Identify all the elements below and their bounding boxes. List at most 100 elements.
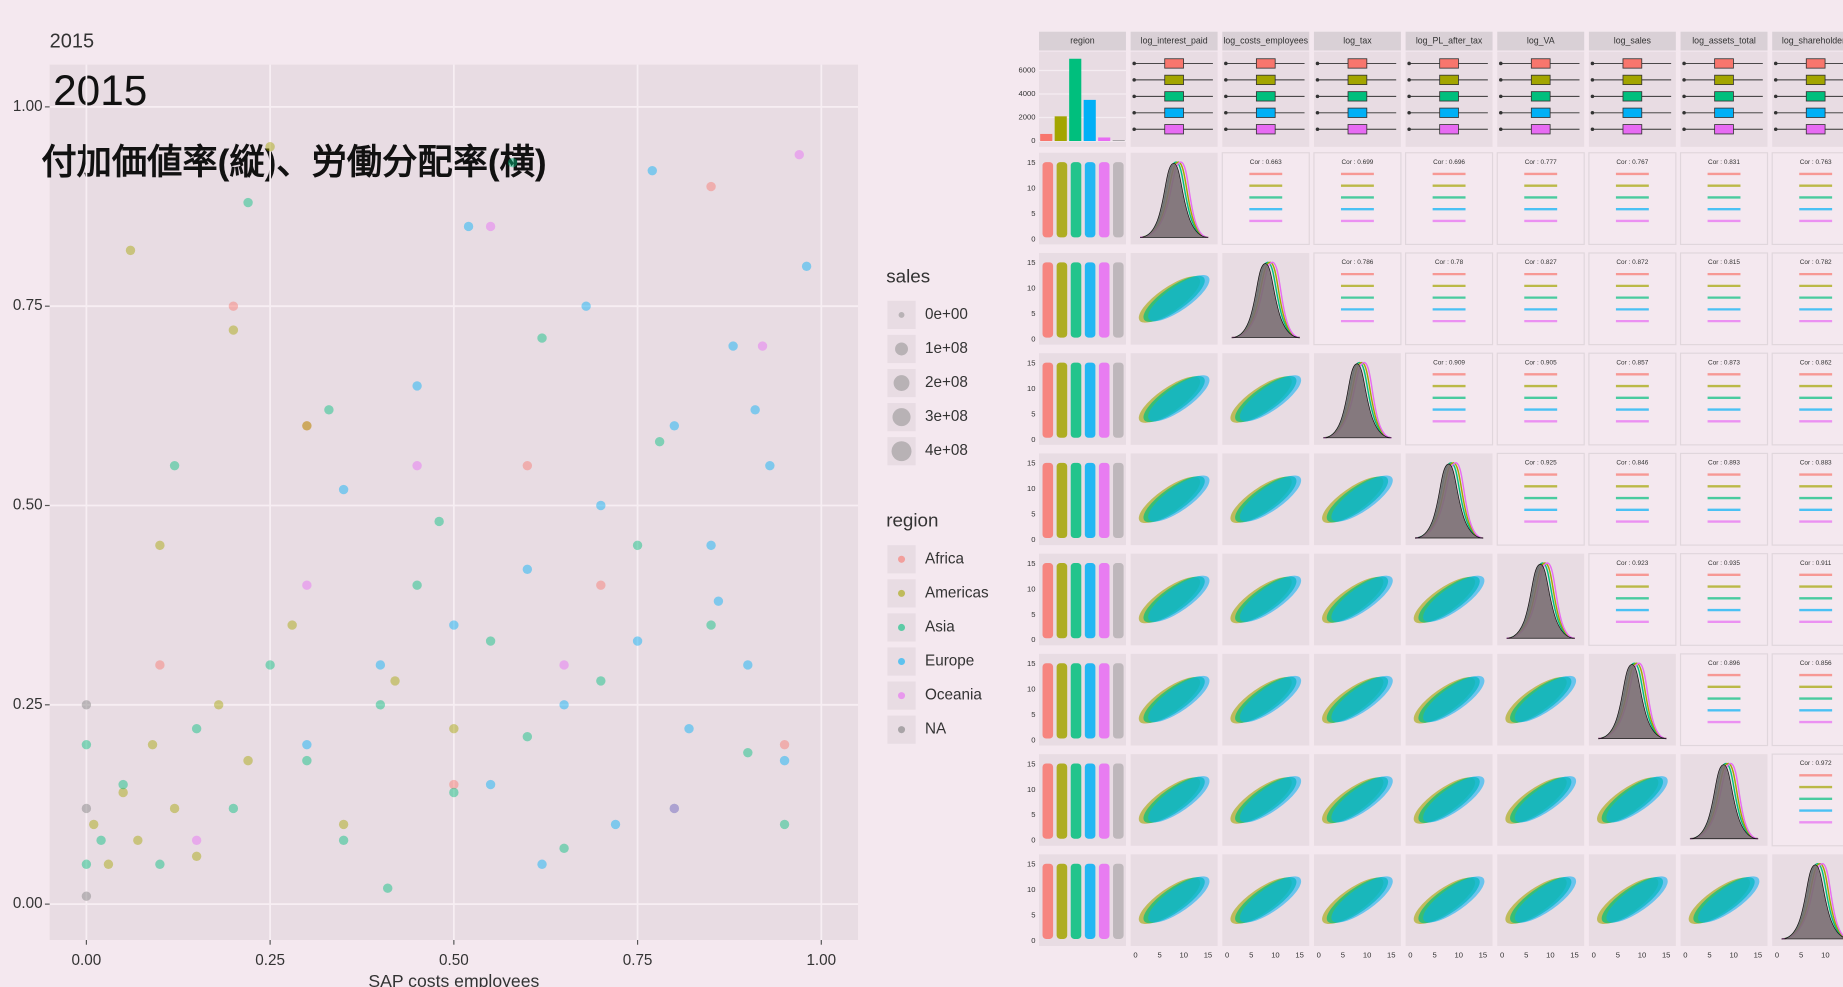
point: [103, 859, 114, 869]
bar: [1054, 116, 1067, 141]
point: [779, 755, 790, 766]
density: [1323, 363, 1392, 439]
y-tick-label: 0: [1031, 836, 1035, 845]
y-tick-label: 1.00: [13, 98, 43, 115]
point: [537, 859, 547, 869]
legend-label: 2e+08: [925, 374, 968, 391]
cell: [1039, 453, 1126, 546]
y-tick-label: 0: [1031, 936, 1035, 945]
correlation: Cor : 0.815: [1708, 259, 1740, 266]
legend-label: 0e+00: [925, 306, 968, 323]
scatter-cloud: [1239, 375, 1302, 422]
correlation: Cor : 0.827: [1525, 259, 1557, 266]
point: [265, 142, 275, 152]
point: [581, 301, 591, 311]
point: [412, 381, 422, 391]
outliers: [1682, 111, 1686, 115]
point: [324, 405, 334, 415]
point: [243, 197, 253, 208]
x-tick-label: 5: [1707, 950, 1711, 959]
x-tick-label: 0: [1225, 950, 1229, 959]
point: [228, 325, 239, 335]
strip-points: [1084, 462, 1096, 539]
strip-points: [1070, 262, 1082, 338]
point: [654, 437, 665, 447]
outliers: [1773, 78, 1778, 82]
point: [434, 516, 444, 527]
point: [191, 835, 202, 846]
x-tick-label: 0.75: [623, 952, 653, 969]
strip-points: [1042, 563, 1054, 639]
scatter-cloud: [1331, 675, 1393, 723]
strip-points: [1070, 563, 1082, 639]
point: [155, 540, 165, 551]
bar: [1040, 133, 1053, 141]
strip-points: [1113, 362, 1124, 438]
outliers: [1132, 127, 1136, 132]
point: [287, 620, 297, 630]
x-axis-label: SAP costs employees: [368, 971, 539, 987]
correlation: Cor : 0.767: [1616, 159, 1648, 166]
point: [375, 700, 386, 710]
point: [559, 700, 569, 710]
box: [1805, 58, 1826, 69]
outliers: [1132, 111, 1136, 115]
point: [596, 580, 606, 590]
outliers: [1682, 94, 1686, 99]
box: [1530, 58, 1551, 69]
point: [155, 660, 165, 670]
outliers: [1315, 111, 1320, 115]
density: [1140, 162, 1209, 238]
point: [713, 596, 724, 606]
correlation: Cor : 0.846: [1616, 460, 1648, 467]
box: [1347, 124, 1368, 135]
point: [463, 221, 474, 232]
outliers: [1224, 111, 1228, 115]
strip-points: [1084, 563, 1096, 639]
strip: [1497, 31, 1585, 51]
cell: [1496, 352, 1585, 446]
y-tick-label: 0: [1031, 234, 1035, 243]
outliers: [1773, 111, 1778, 115]
point: [669, 421, 680, 431]
y-tick-label: 15: [1027, 258, 1035, 267]
x-tick-label: 0: [1500, 950, 1504, 959]
outliers: [1682, 78, 1686, 82]
strip: [1222, 31, 1310, 51]
outliers: [1590, 61, 1595, 66]
outliers: [1407, 78, 1411, 82]
point: [647, 165, 657, 176]
x-tick-label: 5: [1249, 950, 1253, 959]
strip-points: [1042, 462, 1054, 539]
column-label: log_costs_employees: [1223, 35, 1308, 45]
strip-points: [1070, 162, 1082, 238]
x-tick-label: 5: [1432, 950, 1436, 959]
correlation: Cor : 0.896: [1708, 660, 1740, 667]
strip-points: [1056, 863, 1068, 939]
x-tick-label: 15: [1754, 950, 1762, 959]
point: [383, 883, 393, 893]
y-tick-label: 10: [1027, 885, 1035, 894]
legend-dot: [898, 692, 906, 700]
point: [596, 500, 606, 511]
box: [1439, 74, 1459, 86]
slide-subtitle: 付加価値率(縦)、労働分配率(横): [41, 143, 546, 182]
y-tick-label: 0.75: [13, 297, 43, 314]
box: [1530, 74, 1551, 86]
point: [390, 676, 400, 686]
cell: [1679, 553, 1769, 646]
y-tick-label: 0.00: [13, 895, 43, 912]
outliers: [1499, 111, 1503, 115]
point: [89, 819, 99, 830]
point: [801, 261, 812, 272]
y-tick-label: 0: [1031, 635, 1035, 644]
outliers: [1132, 61, 1136, 66]
x-tick-label: 15: [1662, 950, 1670, 959]
scatter-cloud: [1514, 776, 1577, 823]
correlation: Cor : 0.872: [1616, 259, 1648, 266]
point: [669, 803, 680, 814]
box: [1255, 58, 1276, 69]
x-tick-label: 5: [1616, 950, 1620, 959]
point: [537, 333, 547, 343]
